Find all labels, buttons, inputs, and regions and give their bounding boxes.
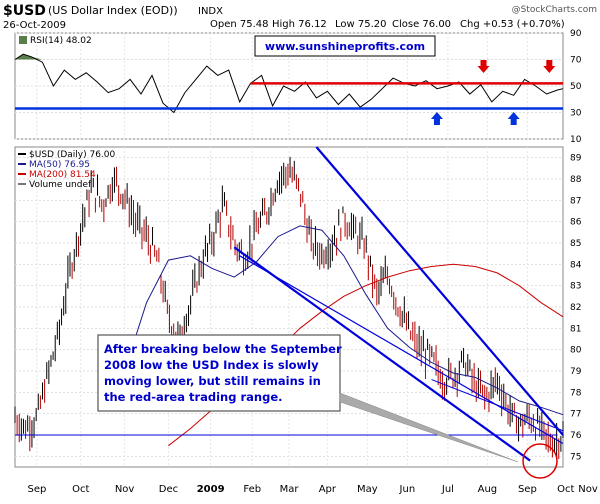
quote-low: Low 75.20 bbox=[335, 19, 387, 30]
x-axis-label: Sep bbox=[518, 484, 537, 495]
copyright-label: @StockCharts.com bbox=[512, 5, 597, 15]
rsi-line bbox=[14, 53, 564, 114]
price-tick-label: 86 bbox=[570, 218, 582, 228]
watermark-box bbox=[254, 35, 436, 57]
rsi-tick-label: 90 bbox=[570, 29, 582, 39]
quote-change: Chg +0.53 (+0.70%) bbox=[460, 19, 565, 30]
x-axis-label: 2009 bbox=[197, 484, 225, 495]
rsi-tick-label: 10 bbox=[570, 135, 582, 145]
x-axis-label: Dec bbox=[159, 484, 178, 495]
annotation-box bbox=[97, 334, 341, 412]
exchange-label: INDX bbox=[198, 6, 223, 17]
x-axis-label: Mar bbox=[280, 484, 300, 495]
x-axis-label: Oct bbox=[557, 484, 574, 495]
rsi-legend-swatch bbox=[19, 36, 27, 44]
price-tick-label: 88 bbox=[570, 175, 582, 185]
x-axis-label: Nov bbox=[115, 484, 135, 495]
legend-entry: Volume undef bbox=[29, 180, 92, 190]
rsi-tick-label: 30 bbox=[570, 109, 582, 119]
highlight-circle-icon bbox=[522, 443, 558, 479]
index-name: (US Dollar Index (EOD)) bbox=[48, 4, 178, 17]
x-axis-label: Apr bbox=[319, 484, 337, 495]
annotation-line-3: moving lower, but still remains in bbox=[104, 374, 321, 388]
price-tick-label: 81 bbox=[570, 324, 581, 334]
annotation-pointer bbox=[339, 392, 519, 463]
annotation-line-1: After breaking below the September bbox=[104, 342, 342, 356]
trend-channel-line bbox=[233, 246, 531, 462]
rsi-tick-label: 70 bbox=[570, 56, 582, 66]
price-tick-label: 83 bbox=[570, 282, 581, 292]
price-tick-label: 79 bbox=[570, 367, 582, 377]
legend-entry: $USD (Daily) 76.00 bbox=[29, 150, 116, 160]
quote-open: Open 75.48 bbox=[210, 19, 269, 30]
trend-channel-line bbox=[315, 146, 564, 436]
x-axis-label: Jul bbox=[441, 484, 454, 495]
annotation-line-4: the red-area trading range. bbox=[104, 390, 283, 404]
ma50-line bbox=[124, 225, 564, 416]
x-axis-label: Oct bbox=[72, 484, 89, 495]
price-tick-label: 85 bbox=[570, 239, 581, 249]
price-tick-label: 75 bbox=[570, 452, 581, 462]
quote-close: Close 76.00 bbox=[392, 19, 451, 30]
price-tick-label: 87 bbox=[570, 196, 581, 206]
price-tick-label: 84 bbox=[570, 260, 582, 270]
watermark-text: www.sunshineprofits.com bbox=[265, 40, 425, 53]
price-tick-label: 82 bbox=[570, 303, 581, 313]
quote-high: High 76.12 bbox=[272, 19, 327, 30]
red-arrow-down-icon bbox=[543, 60, 556, 73]
blue-arrow-up-icon bbox=[430, 112, 443, 125]
price-tick-label: 78 bbox=[570, 388, 582, 398]
legend-entry: MA(50) 76.95 bbox=[29, 160, 90, 170]
symbol-title: $USD bbox=[3, 3, 46, 19]
x-axis-label: Aug bbox=[478, 484, 498, 495]
x-axis-label: Feb bbox=[243, 484, 261, 495]
price-tick-label: 77 bbox=[570, 410, 581, 420]
price-tick-label: 76 bbox=[570, 431, 582, 441]
x-axis-label: Nov bbox=[578, 484, 598, 495]
rsi-legend-label: RSI(14) 48.02 bbox=[30, 36, 92, 46]
annotation-line-2: 2008 low the USD Index is slowly bbox=[104, 358, 319, 372]
chart-date: 26-Oct-2009 bbox=[3, 20, 66, 31]
price-tick-label: 80 bbox=[570, 346, 582, 356]
x-axis-label: Sep bbox=[27, 484, 46, 495]
blue-arrow-up-icon bbox=[507, 112, 520, 125]
x-axis-label: Jun bbox=[399, 484, 416, 495]
x-axis-label: May bbox=[357, 484, 378, 495]
channel-inner-line bbox=[431, 379, 564, 432]
channel-inner-line bbox=[239, 255, 564, 445]
legend-entry: MA(200) 81.54 bbox=[29, 170, 96, 180]
rsi-tick-label: 50 bbox=[570, 82, 582, 92]
red-arrow-down-icon bbox=[477, 60, 490, 73]
price-tick-label: 89 bbox=[570, 154, 582, 164]
